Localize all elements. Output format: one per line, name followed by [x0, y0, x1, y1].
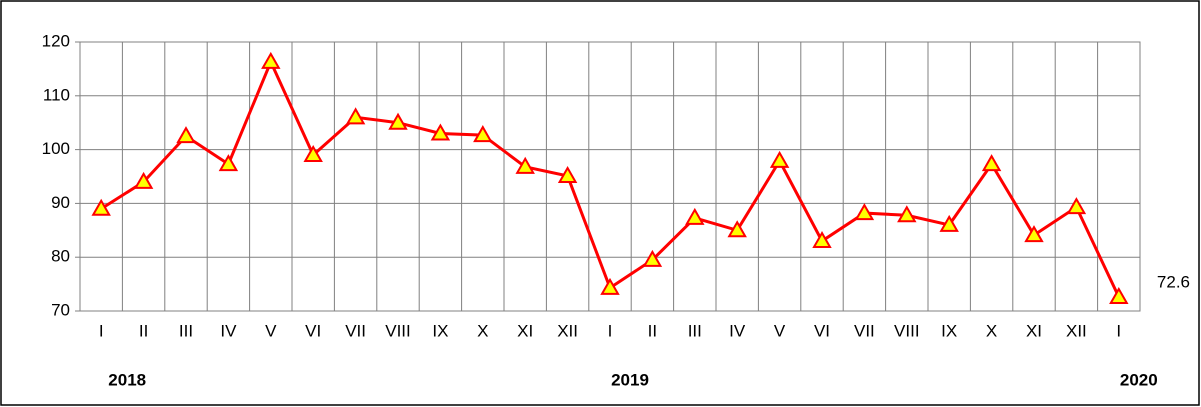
x-tick-label: I	[99, 321, 104, 340]
x-tick-label: II	[139, 321, 148, 340]
data-marker	[642, 249, 663, 267]
x-tick-label: VIII	[385, 321, 411, 340]
year-label: 2019	[611, 370, 649, 389]
x-tick-label: VI	[305, 321, 321, 340]
x-tick-label: XII	[1066, 321, 1087, 340]
data-marker	[897, 205, 917, 223]
x-tick-label: XI	[517, 321, 533, 340]
y-tick-label: 100	[42, 139, 70, 158]
x-tick-label: III	[179, 321, 193, 340]
data-marker	[473, 125, 493, 143]
data-marker	[515, 156, 535, 174]
y-tick-label: 110	[43, 85, 70, 104]
x-tick-label: II	[648, 321, 657, 340]
data-marker	[685, 207, 705, 225]
data-marker	[769, 150, 790, 168]
x-tick-label: V	[265, 321, 277, 340]
data-marker	[812, 231, 832, 249]
plot-area	[79, 41, 1141, 312]
data-marker	[727, 220, 747, 238]
data-marker	[303, 144, 323, 162]
data-marker	[133, 171, 154, 189]
data-marker	[600, 277, 620, 295]
x-tick-label: IV	[729, 321, 746, 340]
data-marker	[854, 203, 875, 221]
data-marker	[1109, 286, 1129, 305]
x-tick-label: I	[1116, 321, 1121, 340]
x-tick-label: IV	[220, 321, 237, 340]
data-marker	[345, 107, 366, 125]
y-tick-label: 120	[42, 31, 70, 50]
x-tick-label: X	[986, 321, 997, 340]
x-tick-label: IX	[432, 321, 448, 340]
data-marker	[388, 112, 408, 130]
data-marker	[261, 51, 281, 69]
data-marker	[981, 154, 1002, 172]
data-label: 72.6	[1157, 272, 1190, 291]
x-tick-label: XI	[1026, 321, 1042, 340]
x-tick-label: VI	[814, 321, 830, 340]
x-tick-label: III	[688, 321, 702, 340]
data-marker	[430, 123, 451, 141]
y-tick-label: 80	[51, 247, 70, 266]
data-marker	[218, 154, 239, 172]
x-tick-label: V	[774, 321, 786, 340]
data-marker	[1024, 225, 1044, 243]
y-tick-label: 70	[51, 300, 70, 319]
data-marker	[939, 214, 959, 232]
y-tick-label: 90	[51, 193, 70, 212]
x-tick-label: VII	[345, 321, 366, 340]
year-label: 2020	[1120, 370, 1158, 389]
x-tick-label: I	[608, 321, 613, 340]
x-tick-label: VIII	[894, 321, 920, 340]
data-marker	[1066, 197, 1087, 215]
x-tick-label: IX	[941, 321, 957, 340]
x-tick-label: X	[477, 321, 488, 340]
data-marker	[91, 198, 111, 216]
x-tick-label: XII	[557, 321, 578, 340]
year-label: 2018	[108, 370, 146, 389]
x-tick-label: VII	[854, 321, 875, 340]
data-marker	[176, 126, 196, 144]
data-marker	[557, 165, 578, 183]
